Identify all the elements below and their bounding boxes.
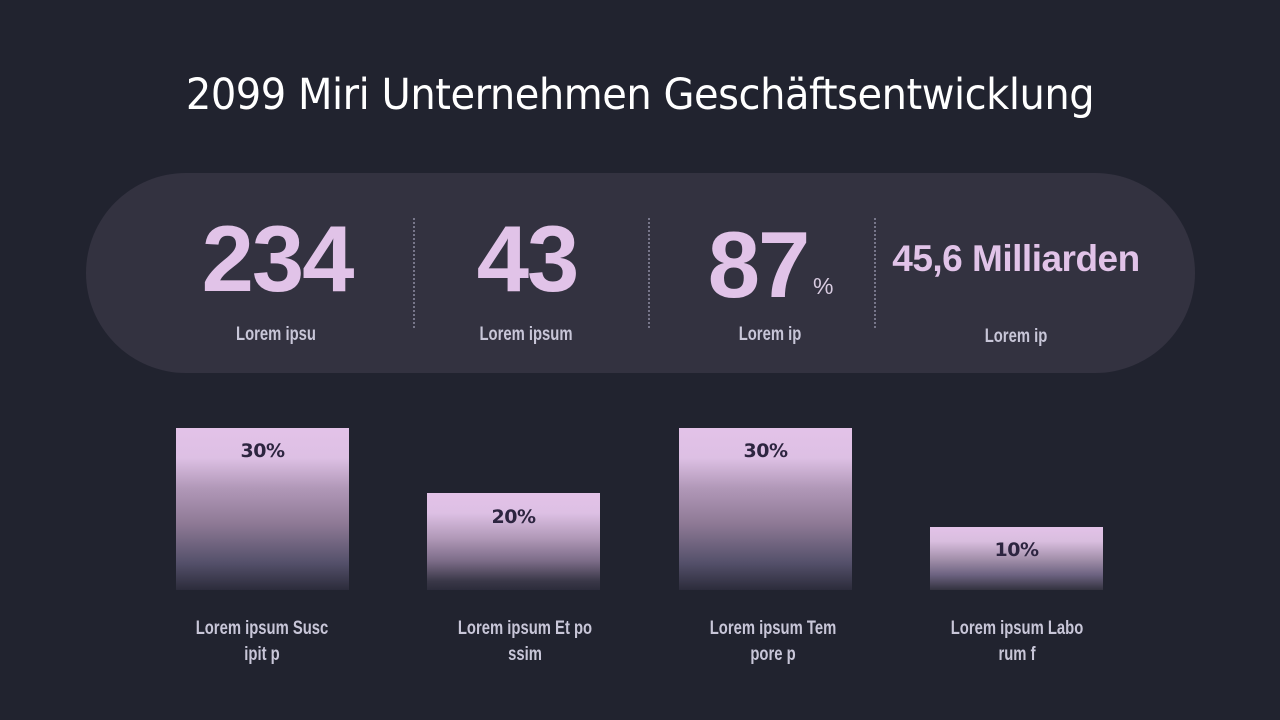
bar-2-label-line1: Lorem ipsum Et po: [457, 618, 593, 639]
bar-3: 30%: [679, 428, 852, 590]
bar-2: 20%: [427, 493, 600, 590]
kpi-value-3: 87: [707, 212, 811, 317]
bar-3-label-line1: Lorem ipsum Tem: [709, 618, 837, 639]
bar-4-label: Lorem ipsum Labo rum f: [923, 616, 1110, 668]
slide-title: 2099 Miri Unternehmen Geschäftsentwicklu…: [185, 70, 1095, 120]
bar-3-label: Lorem ipsum Tem pore p: [679, 616, 866, 668]
bar-1-label: Lorem ipsum Susc ipit p: [168, 616, 355, 668]
bar-3-value: 30%: [743, 440, 788, 462]
bar-4: 10%: [930, 527, 1103, 590]
kpi-label-3: Lorem ip: [738, 324, 802, 345]
bar-4-value: 10%: [994, 539, 1039, 561]
kpi-panel: [86, 173, 1195, 373]
kpi-divider: [874, 218, 876, 328]
bar-4-label-line2: rum f: [998, 644, 1036, 665]
kpi-value-4: 45,6 Milliarden: [892, 238, 1140, 279]
kpi-unit-3: %: [813, 273, 834, 299]
bar-1-label-line1: Lorem ipsum Susc: [195, 618, 329, 639]
bar-1-label-line2: ipit p: [244, 644, 280, 665]
kpi-divider: [413, 218, 415, 328]
bar-4-label-line1: Lorem ipsum Labo: [950, 618, 1084, 639]
kpi-label-4: Lorem ip: [984, 326, 1048, 347]
bar-2-label-line2: ssim: [508, 644, 542, 665]
kpi-value-2: 43: [476, 206, 580, 311]
kpi-label-2: Lorem ipsum: [479, 324, 573, 345]
bar-1: 30%: [176, 428, 349, 590]
bar-2-value: 20%: [491, 506, 536, 528]
bar-2-label: Lorem ipsum Et po ssim: [431, 616, 618, 668]
kpi-divider: [648, 218, 650, 328]
bar-1-value: 30%: [240, 440, 285, 462]
kpi-label-1: Lorem ipsu: [236, 324, 316, 345]
kpi-value-1: 234: [201, 206, 355, 311]
bar-3-label-line2: pore p: [750, 644, 796, 665]
